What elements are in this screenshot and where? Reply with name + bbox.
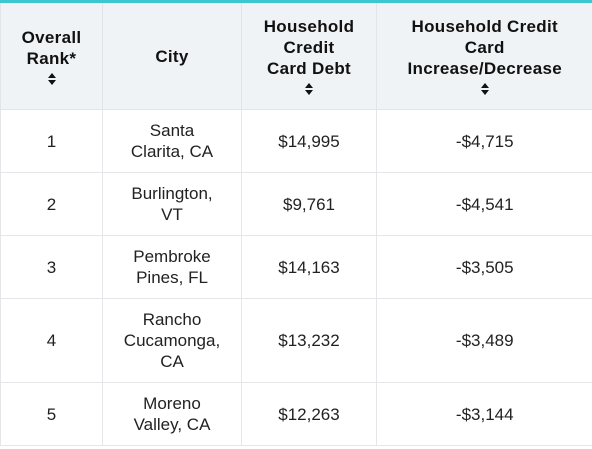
change-cell: -$4,715 — [376, 109, 592, 173]
table-row: 5 Moreno Valley, CA $12,263 -$3,144 — [0, 382, 592, 446]
city-cell: Moreno Valley, CA — [102, 382, 242, 446]
change-cell: -$3,144 — [376, 382, 592, 446]
debt-cell: $14,995 — [241, 109, 377, 173]
header-household-credit-card-change[interactable]: Household Credit Card Increase/Decrease — [376, 3, 592, 110]
header-city-label: City — [155, 46, 189, 66]
city-line: Santa — [149, 121, 195, 140]
header-city: City — [102, 3, 242, 110]
change-cell: -$3,489 — [376, 298, 592, 383]
table-row: 1 Santa Clarita, CA $14,995 -$4,715 — [0, 109, 592, 173]
header-debt-line-3: Card Debt — [267, 59, 351, 78]
change-cell: -$3,505 — [376, 235, 592, 299]
city-ranking-table: Overall Rank* City Household Credit Card… — [0, 3, 592, 446]
change-cell: -$4,541 — [376, 172, 592, 236]
rank-cell: 1 — [0, 109, 103, 173]
rank-cell: 5 — [0, 382, 103, 446]
city-cell: Burlington, VT — [102, 172, 242, 236]
city-line: Clarita, CA — [130, 142, 214, 161]
header-change-line-2: Card — [464, 38, 505, 57]
header-household-credit-card-debt[interactable]: Household Credit Card Debt — [241, 3, 377, 110]
city-line: Burlington, — [131, 184, 213, 203]
debt-cell: $13,232 — [241, 298, 377, 383]
city-line: VT — [161, 205, 183, 224]
sort-icon[interactable] — [480, 82, 490, 96]
rank-cell: 3 — [0, 235, 103, 299]
table-row: 2 Burlington, VT $9,761 -$4,541 — [0, 172, 592, 236]
city-line: Pines, FL — [136, 268, 208, 287]
header-debt-line-2: Credit — [283, 38, 335, 57]
header-overall-rank-line-2: Rank* — [26, 48, 77, 68]
table-row: 4 Rancho Cucamonga, CA $13,232 -$3,489 — [0, 298, 592, 383]
header-change-line-1: Household Credit — [411, 17, 558, 36]
sort-icon[interactable] — [47, 72, 57, 86]
header-overall-rank[interactable]: Overall Rank* — [0, 3, 103, 110]
city-cell: Pembroke Pines, FL — [102, 235, 242, 299]
city-line: Valley, CA — [133, 415, 211, 434]
city-line: Rancho — [142, 310, 202, 329]
city-cell: Santa Clarita, CA — [102, 109, 242, 173]
city-line: Cucamonga, — [123, 331, 221, 350]
header-debt-line-1: Household — [263, 17, 355, 36]
rank-cell: 4 — [0, 298, 103, 383]
top-accent-bar — [0, 0, 592, 3]
header-change-line-3: Increase/Decrease — [407, 59, 562, 78]
debt-cell: $12,263 — [241, 382, 377, 446]
city-line: Moreno — [143, 394, 201, 413]
city-cell: Rancho Cucamonga, CA — [102, 298, 242, 383]
sort-icon[interactable] — [304, 82, 314, 96]
debt-cell: $9,761 — [241, 172, 377, 236]
header-overall-rank-line-1: Overall — [21, 27, 82, 47]
debt-cell: $14,163 — [241, 235, 377, 299]
rank-cell: 2 — [0, 172, 103, 236]
table-header-row: Overall Rank* City Household Credit Card… — [0, 3, 592, 110]
city-line: Pembroke — [133, 247, 211, 266]
table-row: 3 Pembroke Pines, FL $14,163 -$3,505 — [0, 235, 592, 299]
city-line: CA — [160, 352, 184, 371]
